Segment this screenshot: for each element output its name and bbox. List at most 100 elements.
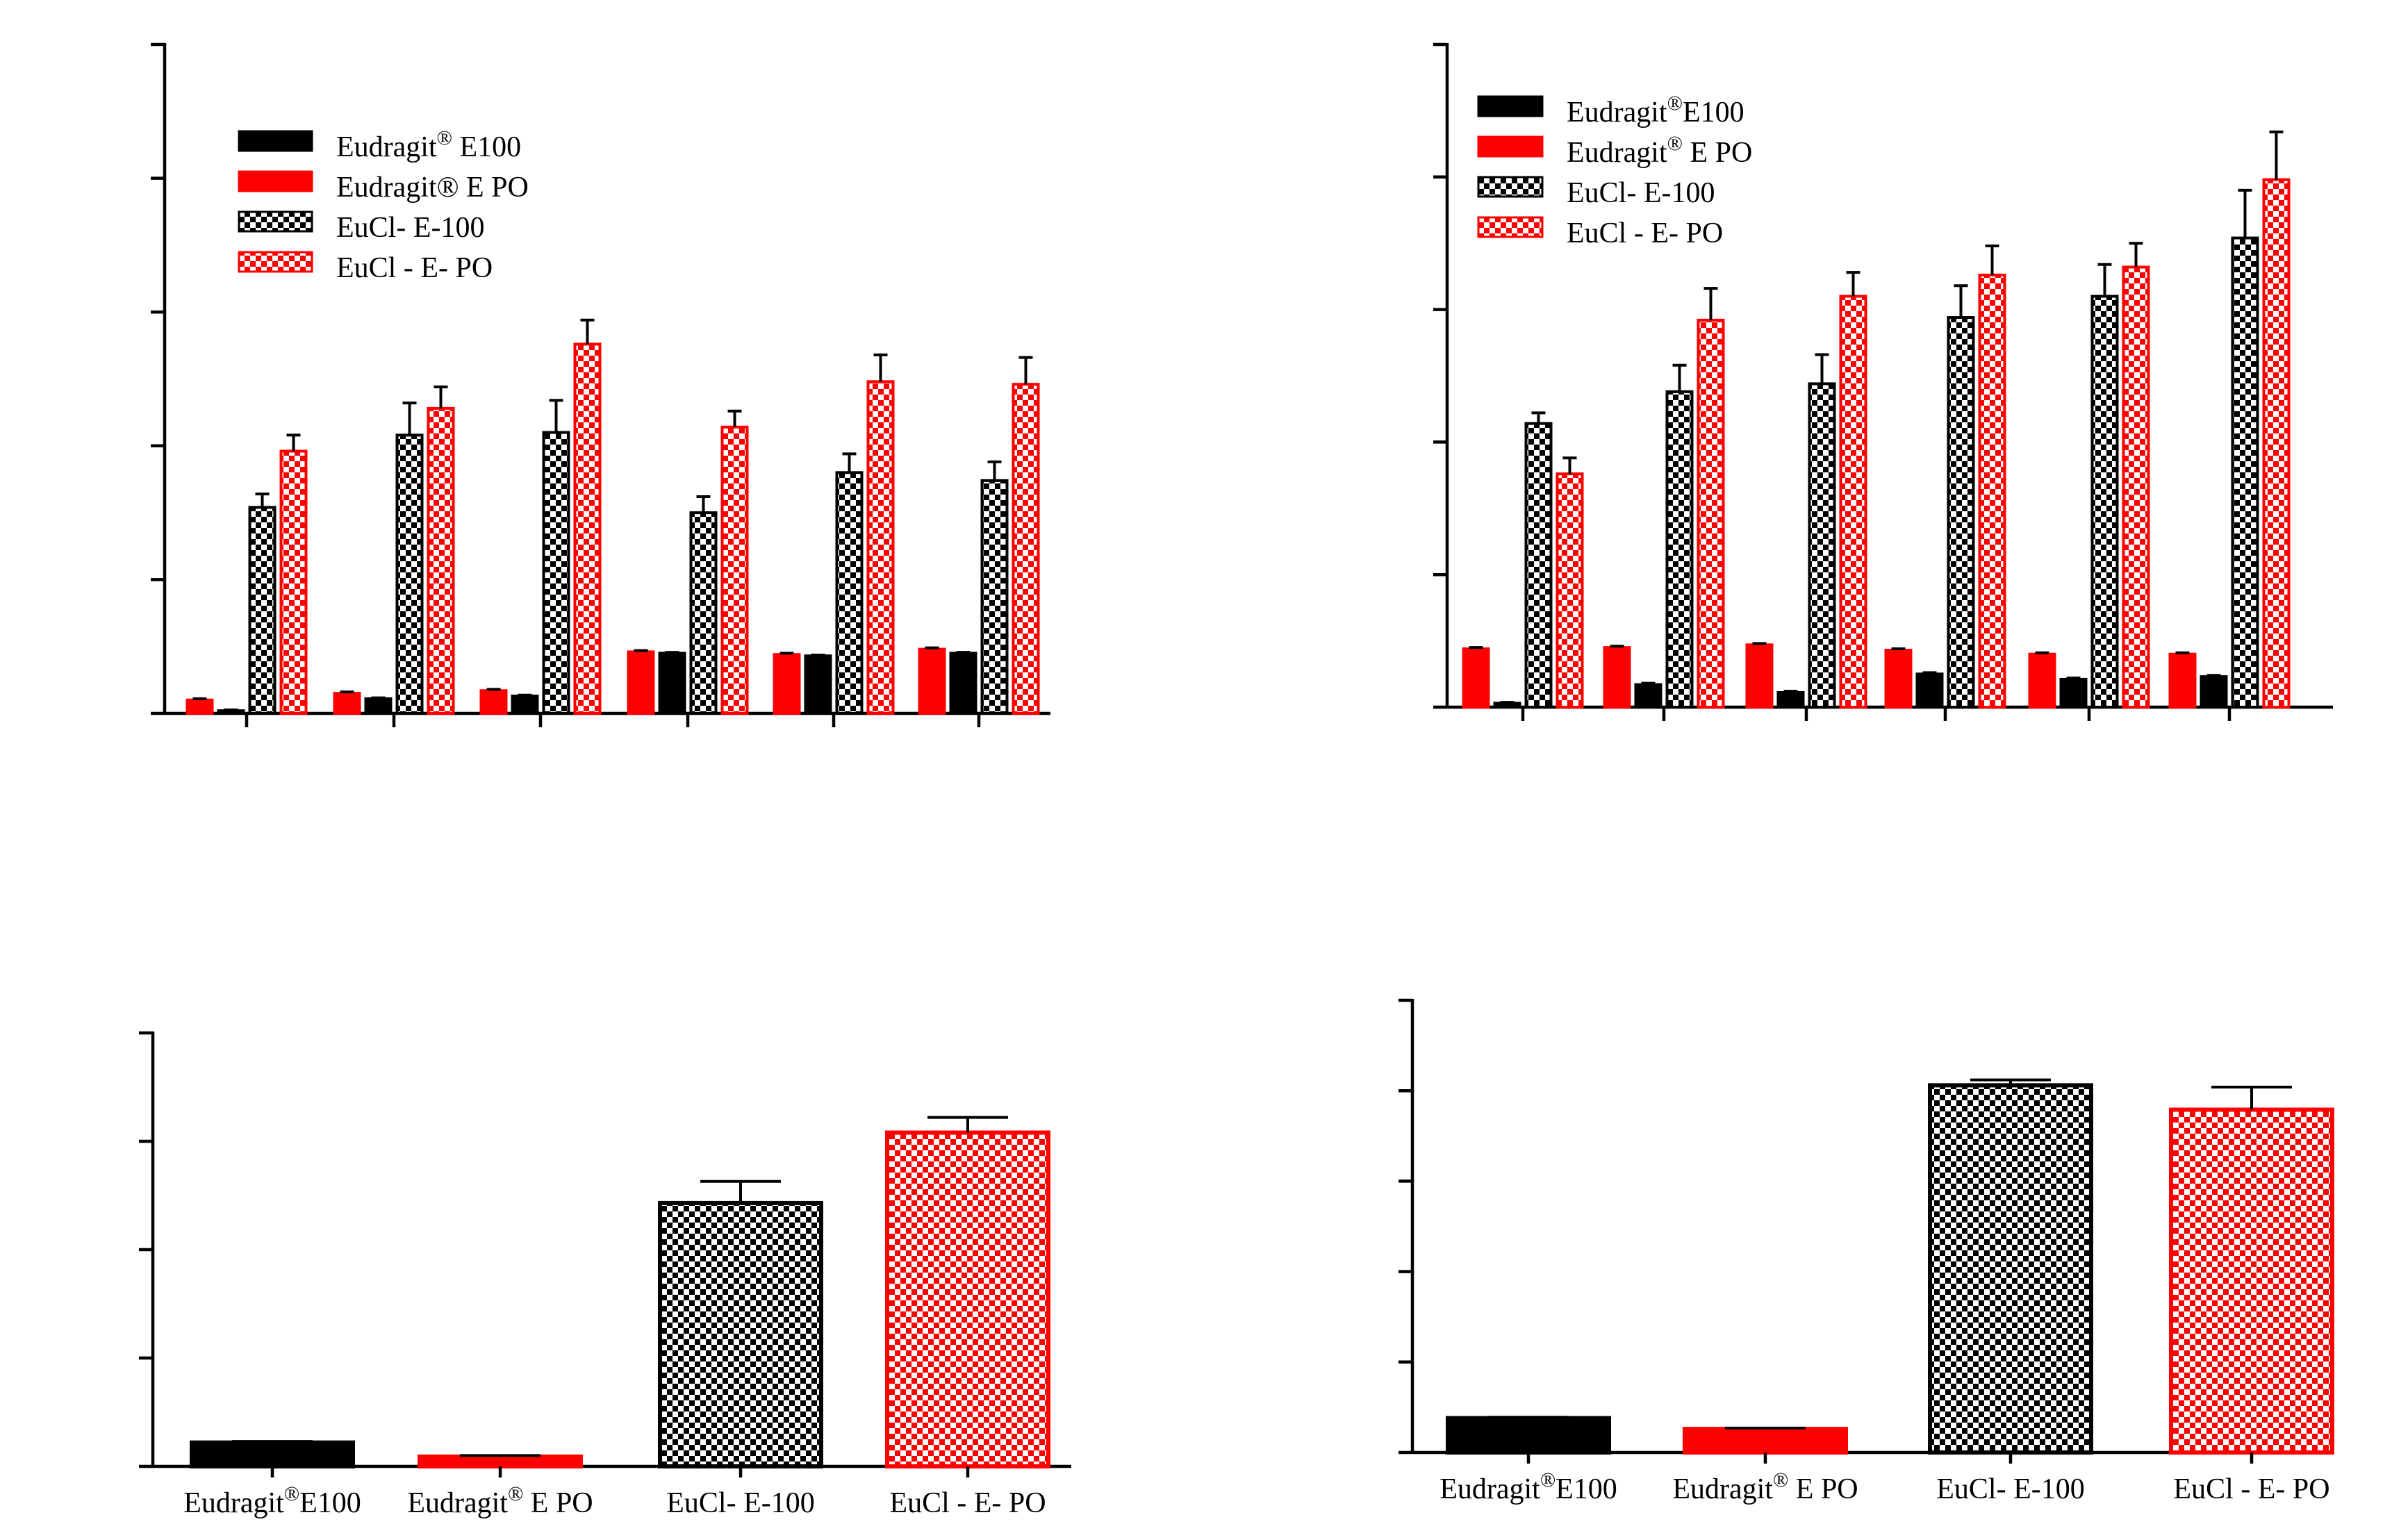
bar <box>1446 1416 1611 1455</box>
error-bar <box>1018 356 1033 385</box>
error-bar <box>2175 651 2190 654</box>
bar <box>248 506 277 715</box>
legend-swatch <box>1477 95 1544 117</box>
error-bar <box>224 708 238 711</box>
bar <box>190 1440 355 1468</box>
bar <box>1928 1083 2093 1455</box>
legend-swatch <box>1477 135 1544 158</box>
bar <box>1683 1427 1848 1455</box>
chart-bottom-left: Eudragit®E100 Eudragit® E PO EuCl- E-100 Eu… <box>139 1031 1071 1519</box>
error-bar <box>2129 242 2143 267</box>
bar <box>573 342 602 715</box>
legend-swatch <box>1477 176 1544 198</box>
error-bar <box>727 409 742 427</box>
bar <box>720 425 749 715</box>
error-bar <box>434 386 448 408</box>
error-bar <box>2206 674 2221 677</box>
error-bar <box>1954 284 1968 318</box>
legend-swatch <box>1477 216 1544 238</box>
error-bar <box>1610 645 1624 648</box>
bar <box>835 471 864 715</box>
bar <box>1915 672 1944 709</box>
error-bar <box>1725 1426 1806 1430</box>
error-bar <box>842 452 857 473</box>
bar <box>2262 178 2291 709</box>
error-bar <box>2269 130 2284 180</box>
error-bar <box>2211 1085 2292 1110</box>
bar <box>418 1454 583 1468</box>
error-bar <box>1970 1078 2051 1086</box>
bar <box>918 647 946 715</box>
error-bar <box>1488 1416 1569 1419</box>
legend-swatch <box>238 251 313 273</box>
legend-label: Eudragit®E100 <box>1567 92 1744 129</box>
error-bar <box>1985 245 1999 275</box>
bar <box>980 479 1009 715</box>
bar <box>773 653 801 715</box>
bar <box>279 449 308 715</box>
bar <box>689 511 718 715</box>
error-bar <box>549 399 563 433</box>
bar <box>479 689 508 715</box>
legend-label: Eudragit® E PO <box>336 172 529 204</box>
legend-swatch <box>238 210 313 233</box>
x-tick-label: EuCl- E-100 <box>1936 1473 2084 1505</box>
bar <box>333 692 361 715</box>
bar <box>2169 1107 2334 1455</box>
legend-swatch <box>238 130 313 152</box>
error-bar <box>486 688 501 691</box>
error-bar <box>580 318 595 345</box>
bar <box>1493 702 1521 709</box>
error-bar <box>232 1440 313 1443</box>
bar <box>1745 643 1774 709</box>
bar <box>1697 318 1725 709</box>
bar <box>1462 647 1490 709</box>
error-bar <box>2097 263 2112 297</box>
bar <box>511 694 539 715</box>
bar <box>364 697 393 715</box>
bar <box>2122 265 2150 709</box>
error-bar <box>1752 642 1767 645</box>
bar <box>395 433 424 715</box>
error-bar <box>1500 701 1515 704</box>
x-tick-label: EuCl - E- PO <box>2173 1473 2329 1505</box>
error-bar <box>811 654 825 657</box>
bar <box>627 650 655 715</box>
error-bar <box>1641 681 1656 685</box>
error-bar <box>925 646 939 649</box>
error-bar <box>927 1116 1008 1133</box>
error-bar <box>1815 353 1829 384</box>
legend-label: EuCl - E- PO <box>1567 217 1723 249</box>
chart-top-left: Eudragit® E100 Eudragit® E PO EuCl- E-100 E… <box>151 42 1050 727</box>
error-bar <box>1922 671 1937 674</box>
x-tick-label: EuCl - E- PO <box>889 1487 1046 1519</box>
bar <box>1978 273 2006 709</box>
bar <box>2200 675 2228 709</box>
error-bar <box>956 651 971 654</box>
error-bar <box>1783 690 1798 693</box>
bar <box>804 654 832 715</box>
bar <box>1884 648 1913 709</box>
bar <box>1524 422 1553 709</box>
error-bar <box>1469 646 1483 649</box>
bar <box>658 1200 823 1469</box>
error-bar <box>192 697 207 700</box>
error-bar <box>518 693 532 697</box>
legend-label: EuCl - E- PO <box>336 252 493 284</box>
error-bar <box>1703 287 1718 320</box>
error-bar <box>696 495 711 513</box>
bar <box>1012 383 1040 715</box>
error-bar <box>1672 363 1687 392</box>
error-bar <box>2035 651 2049 654</box>
legend-swatch <box>238 170 313 192</box>
x-tick-label: Eudragit®E100 <box>183 1483 361 1519</box>
error-bar <box>2066 677 2081 680</box>
bar <box>1808 382 1836 709</box>
x-tick-label: Eudragit® E PO <box>407 1483 593 1519</box>
bar <box>949 652 977 715</box>
bar <box>542 431 570 715</box>
error-bar <box>340 690 354 694</box>
bar <box>1665 390 1694 709</box>
error-bar <box>779 652 794 655</box>
